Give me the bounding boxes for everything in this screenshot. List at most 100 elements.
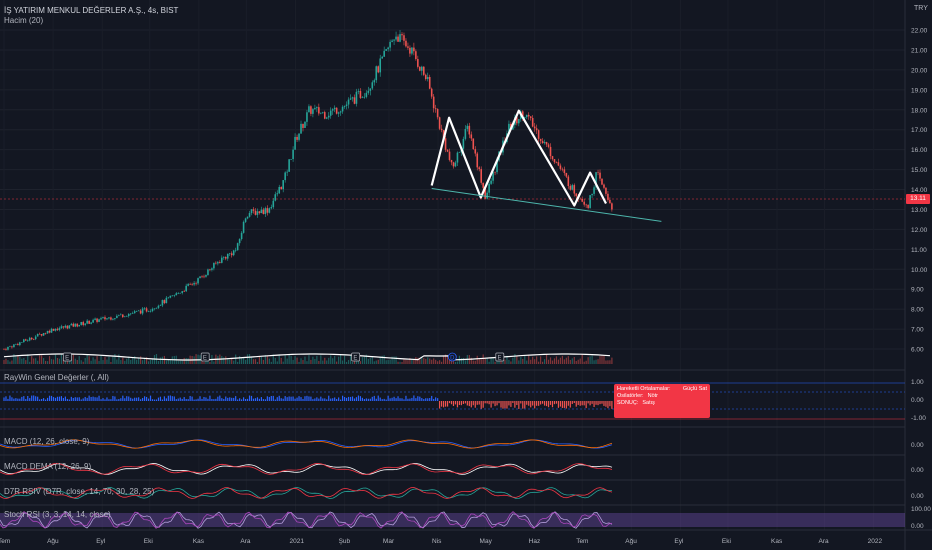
raywin-bar [60,396,63,401]
raywin-bar [589,401,591,406]
volume-bar [9,361,11,364]
candle-body [276,193,279,195]
volume-bar [304,356,306,364]
stoch-rsi-label[interactable]: Stoch RSI (3, 3, 14, 14, close) [4,510,111,519]
raywin-bar [456,401,459,408]
symbol-title[interactable]: İŞ YATIRIM MENKUL DEĞERLER A.Ş., 4s, BIS… [4,6,179,15]
raywin-bar [185,398,187,401]
candle-body [84,323,86,325]
raywin-bar [587,401,589,404]
candle-body [381,56,384,59]
candle-body [62,326,65,328]
macd-label[interactable]: MACD (12, 26, close, 9) [4,437,90,446]
candle-body [3,349,5,350]
candle-body [133,311,136,314]
volume-bar [23,358,25,364]
raywin-bar [207,398,209,401]
raywin-bar [173,396,175,401]
candle-body [108,317,110,319]
volume-bar [442,355,445,364]
candle-body [64,325,67,328]
candle-body [464,128,467,139]
candle-body [242,221,245,233]
volume-bar [516,355,518,364]
raywin-bar [324,398,326,401]
volume-bar [599,356,601,364]
volume-bar [512,357,514,364]
raywin-bar [41,398,43,401]
volume-bar [603,355,605,364]
candle-body [304,121,306,128]
candle-body [38,333,41,335]
volume-bar [464,360,466,364]
volume-bar [235,354,237,364]
raywin-bar [231,397,233,401]
price-tick-label: 12.00 [911,227,928,234]
candle-body [535,128,538,131]
macd-dema-label[interactable]: MACD DEMA (12, 26, 9) [4,462,92,471]
candle-body [151,308,154,312]
candle-body [215,262,217,264]
d7r-rsiv-label[interactable]: D7R RSIV (D7R, close, 14, 70, 30, 28, 25… [4,487,155,496]
raywin-bar [508,401,510,406]
candle-body [175,293,178,296]
candle-body [444,138,447,150]
candle-body [78,324,81,327]
candle-body [147,311,150,312]
raywin-bar [442,401,445,408]
volume-bar [35,358,37,364]
candle-body [407,46,409,48]
volume-bar [270,361,272,364]
raywin-bar [132,398,134,401]
volume-bar [248,354,251,364]
candle-body [159,305,162,306]
candle-body [161,300,164,306]
time-tick-label: 2021 [289,538,304,545]
raywin-bar [68,399,70,401]
raywin-label[interactable]: RayWin Genel Değerler (, All) [4,373,109,382]
candle-body [597,172,599,173]
volume-bar [557,359,560,364]
raywin-bar [541,401,544,404]
candle-body [280,186,283,190]
candlestick-series [3,29,613,351]
raywin-bar [266,396,268,401]
candle-body [415,51,417,60]
raywin-bar [540,401,542,405]
candle-body [129,313,132,315]
raywin-bar [387,395,389,401]
candle-body [187,284,189,286]
raywin-bar [165,398,167,401]
candle-body [191,284,193,285]
raywin-bar [171,396,173,401]
volume-bar [336,361,338,364]
raywin-bar [423,399,425,401]
volume-bar [540,356,542,364]
raywin-bar [476,401,478,405]
candle-body [367,90,370,93]
candle-body [442,130,445,139]
volume-indicator-label[interactable]: Hacim (20) [4,16,44,25]
volume-bar [169,359,171,364]
raywin-bar [3,397,5,401]
raywin-bar [298,396,300,401]
raywin-bar [522,401,524,409]
volume-series [3,353,613,364]
volume-bar [256,361,259,364]
candle-body [21,342,23,343]
volume-bar [605,360,607,364]
candle-body [541,140,544,144]
volume-bar [223,357,225,364]
candle-body [361,97,364,98]
raywin-bar [268,397,270,401]
candle-body [563,169,566,173]
raywin-bar [397,396,399,401]
time-axis-labels: Tem Ağu Eyl Eki Kas Ara 2021 Şub Mar Nis May Haz Tem… [0,538,883,545]
head-shoulders-drawing[interactable] [430,109,662,222]
raywin-bar [482,401,484,408]
indicator-tick-label: 0.00 [911,493,924,500]
candle-body [189,284,191,285]
candle-body [470,134,473,139]
candle-body [211,268,213,270]
